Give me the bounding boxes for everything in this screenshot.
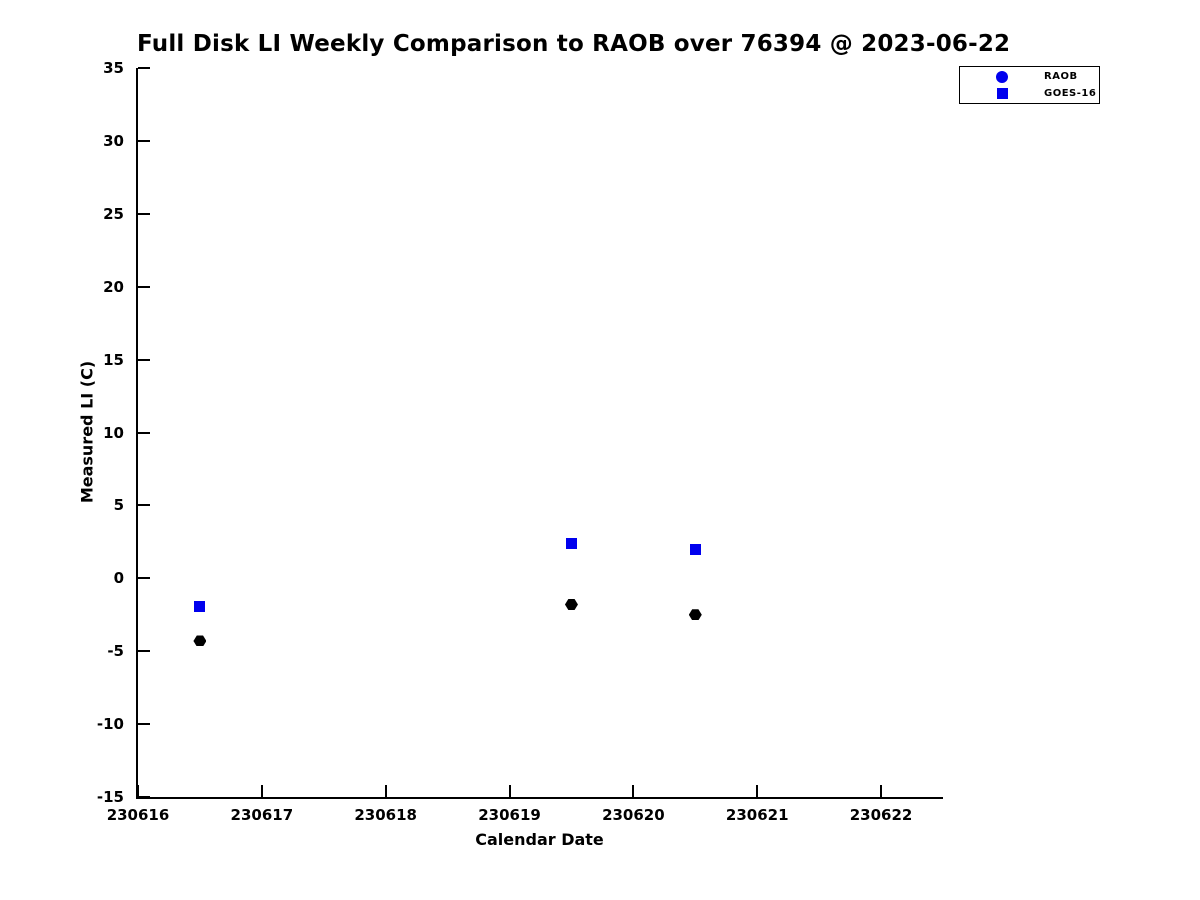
legend-label-goes16: GOES-16 [1044,88,1097,99]
x-tick [756,785,759,797]
y-tick-label: 0 [113,569,124,588]
x-tick-label: 230619 [478,806,541,824]
y-tick-label: 30 [103,131,124,150]
y-tick-label: 20 [103,277,124,296]
legend-entry-raob: RAOB [960,68,1099,85]
y-tick-label: 5 [113,496,124,515]
legend: RAOB GOES-16 [959,66,1100,104]
y-tick [138,285,150,288]
y-tick-label: -15 [96,788,124,806]
x-axis-label: Calendar Date [475,830,604,849]
x-tick-label: 230617 [230,806,294,824]
x-tick [260,785,263,797]
x-tick [137,785,139,797]
plot-area: -15 -10 -5 0 5 10 15 20 25 30 35 230616 230617 230618… [97,59,943,824]
marker-goes-16 [194,600,206,612]
chart-title: Full Disk LI Weekly Comparison to RAOB o… [137,31,1011,57]
x-tick [384,785,387,797]
x-tick-label: 230618 [354,806,417,824]
legend-raob-circle-icon [996,70,1008,83]
y-tick [138,723,150,726]
y-tick [138,67,150,69]
y-tick [138,504,150,507]
marker-raob [564,599,578,611]
x-tick-label: 230616 [106,806,170,824]
y-tick-label: 35 [103,59,124,77]
x-tick-label: 230622 [849,806,913,824]
marker-raob [193,635,207,647]
x-tick-label: 230620 [602,806,665,824]
y-tick [138,139,150,142]
y-tick [138,431,150,434]
legend-label-raob: RAOB [1044,71,1078,82]
y-tick [138,796,150,798]
y-tick-label: 10 [103,423,124,442]
x-tick-label: 230621 [725,806,789,824]
marker-raob [688,609,702,621]
marker-goes-16 [565,537,577,549]
y-tick [138,358,150,361]
y-tick-label: 15 [103,350,124,369]
legend-goes16-square-icon [996,88,1008,99]
y-tick [138,650,150,653]
marker-goes-16 [689,543,701,555]
y-tick [138,577,150,580]
y-tick [138,212,150,215]
y-tick-label: -10 [96,715,124,734]
y-tick-label: -5 [107,642,124,661]
x-tick [632,785,635,797]
x-tick [508,785,511,797]
x-tick [880,785,883,797]
legend-entry-goes16: GOES-16 [960,85,1099,102]
y-tick-label: 25 [103,204,124,223]
